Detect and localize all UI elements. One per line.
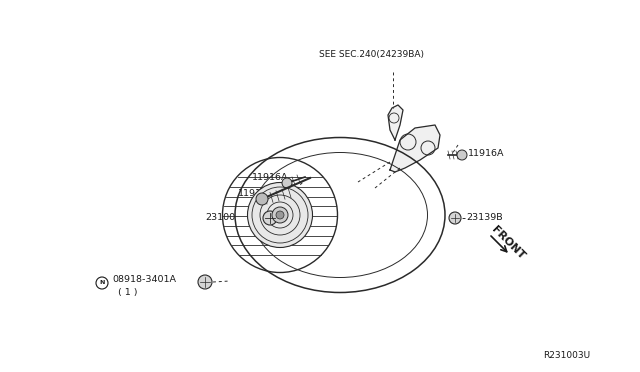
Text: 11916AA: 11916AA (238, 189, 281, 199)
Text: 23100: 23100 (205, 214, 235, 222)
Circle shape (263, 211, 277, 225)
Circle shape (272, 207, 288, 223)
Circle shape (198, 275, 212, 289)
Circle shape (256, 193, 268, 205)
Text: 23139B: 23139B (466, 214, 502, 222)
Ellipse shape (248, 183, 312, 247)
Text: SEE SEC.240(24239BA): SEE SEC.240(24239BA) (319, 51, 424, 60)
Text: 08918-3401A: 08918-3401A (112, 276, 176, 285)
Text: 11916A: 11916A (252, 173, 289, 182)
Text: FRONT: FRONT (490, 224, 527, 262)
Polygon shape (390, 125, 440, 172)
Circle shape (276, 211, 284, 219)
Text: R231003U: R231003U (543, 350, 590, 359)
Circle shape (449, 212, 461, 224)
Text: 11916A: 11916A (468, 150, 504, 158)
Circle shape (457, 150, 467, 160)
Text: N: N (99, 280, 105, 285)
Circle shape (282, 178, 292, 188)
Text: ( 1 ): ( 1 ) (118, 288, 138, 296)
Polygon shape (388, 105, 403, 140)
